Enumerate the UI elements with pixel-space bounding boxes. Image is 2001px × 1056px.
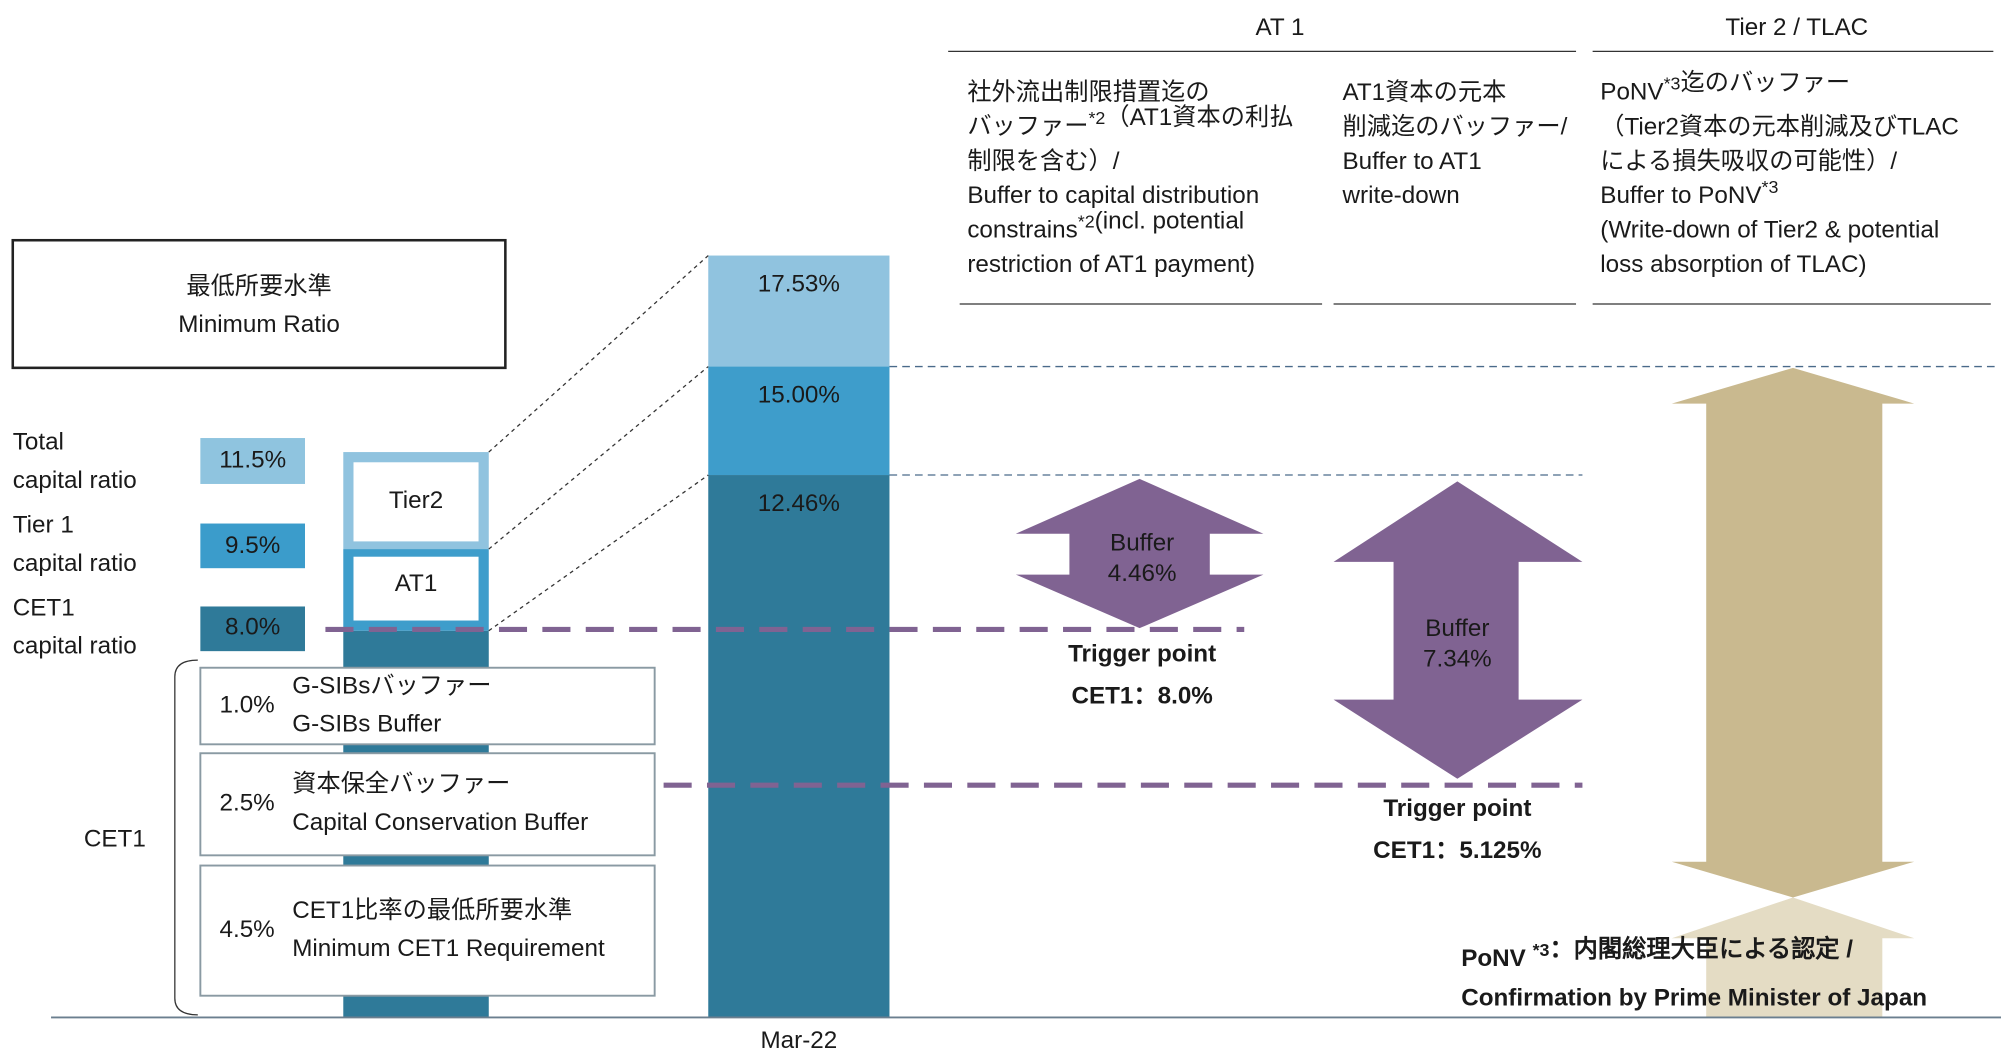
ratio-box [200,438,305,484]
column-text: 削減迄のバッファー/ [1343,113,1568,140]
buffer-arrow [1015,478,1264,629]
component-box [199,864,656,997]
buffer-text: 7.34% [1423,645,1492,672]
text-segment: （AT1資本の利払 [1105,104,1293,131]
trigger-text: Trigger point [1068,640,1216,667]
component-value: 4.5% [219,916,274,943]
column-text: による損失吸収の可能性）/ [1600,148,1897,175]
buffer-text: Buffer [1425,615,1489,642]
column-text: AT1資本の元本 [1343,79,1507,106]
text-segment: バッファー [967,113,1088,140]
brace [174,659,198,1016]
component-box [199,752,656,857]
ratio-label: capital ratio [13,550,137,577]
ratio-label: CET1 [13,594,75,621]
box-title: Minimum Ratio [178,311,340,338]
tlac-arrow-light [1671,897,1915,1018]
column-text: restriction of AT1 payment) [967,251,1255,278]
buffer-text: 4.46% [1108,560,1177,587]
text-segment: PoNV [1600,79,1664,106]
text-segment: PoNV [1461,945,1532,972]
component-text: 資本保全バッファー [292,771,510,798]
tower-tier2-inner [353,462,479,542]
box-title: 最低所要水準 [186,273,331,300]
column-text: バッファー*2（AT1資本の利払 [967,104,1293,140]
bar-segment [708,255,890,367]
x-tick-label: Mar-22 [760,1027,837,1054]
trigger-text: CET1：8.0% [1071,682,1212,709]
text-segment: 迄のバッファー [1680,70,1850,97]
ratio-value: 11.5% [219,446,286,473]
trigger-text: CET1：5.125% [1373,837,1541,864]
tower-label: Tier2 [389,487,443,514]
ratio-label: capital ratio [13,467,137,494]
buffer-arrow [1333,481,1583,779]
component-text: G-SIBsバッファー [292,672,491,699]
column-text: Buffer to capital distribution [967,182,1259,209]
text-segment: (incl. potential [1095,208,1245,235]
footnote: Confirmation by Prime Minister of Japan [1461,985,1927,1012]
bar-level: 17.53% [758,270,840,297]
superscript: *3 [1533,940,1550,960]
component-value: 2.5% [219,790,274,817]
column-text: PoNV*3迄のバッファー [1600,70,1850,106]
text-segment: Confirmation by Prime Minister of Japan [1461,985,1927,1012]
section-header: AT 1 [1255,14,1304,41]
component-text: G-SIBs Buffer [292,711,441,738]
superscript: *3 [1762,177,1779,197]
bar-segment [708,366,890,476]
superscript: *2 [1078,211,1095,231]
superscript: *2 [1088,108,1105,128]
component-value: 1.0% [219,691,274,718]
cet1-label: CET1 [84,825,146,852]
column-text: loss absorption of TLAC) [1600,251,1866,278]
column-text: （Tier2資本の元本削減及びTLAC [1600,113,1959,140]
text-segment: constrains [967,217,1077,244]
section-header: Tier 2 / TLAC [1725,14,1868,41]
connectors [488,255,709,632]
text-segment: ：内閣総理大臣による認定 / [1549,935,1853,963]
component-text: Minimum CET1 Requirement [292,935,605,962]
component-text: CET1比率の最低所要水準 [292,897,572,924]
tower-at1-inner [353,556,479,621]
ratio-value: 8.0% [225,614,280,641]
ratio-box [200,606,305,652]
bar-segment [708,475,890,1018]
tower-label: AT1 [395,570,438,597]
buffer-text: Buffer [1110,529,1174,556]
column-text: Buffer to PoNV*3 [1600,177,1778,210]
tlac-arrow [1671,367,1915,898]
column-text: (Write-down of Tier2 & potential [1600,217,1939,244]
bar-level: 12.46% [758,490,840,517]
footnote: PoNV *3：内閣総理大臣による認定 / [1461,935,1853,972]
column-text: Buffer to AT1 [1343,148,1482,175]
text-segment: Buffer to PoNV [1600,182,1762,209]
column-text: 制限を含む）/ [967,148,1119,175]
bar-level: 15.00% [758,381,840,408]
ratio-label: Total [13,429,64,456]
superscript: *3 [1664,73,1681,93]
ratio-value: 9.5% [225,532,280,559]
column-text: constrains*2(incl. potential [967,208,1244,244]
ratio-label: capital ratio [13,633,137,660]
component-box [199,666,656,746]
component-text: Capital Conservation Buffer [292,809,588,836]
column-text: write-down [1342,182,1460,209]
trigger-text: Trigger point [1383,795,1531,822]
ratio-box [200,523,305,569]
minimum-ratio-box [11,238,507,370]
ratio-label: Tier 1 [13,511,74,538]
column-text: 社外流出制限措置迄の [967,79,1209,106]
